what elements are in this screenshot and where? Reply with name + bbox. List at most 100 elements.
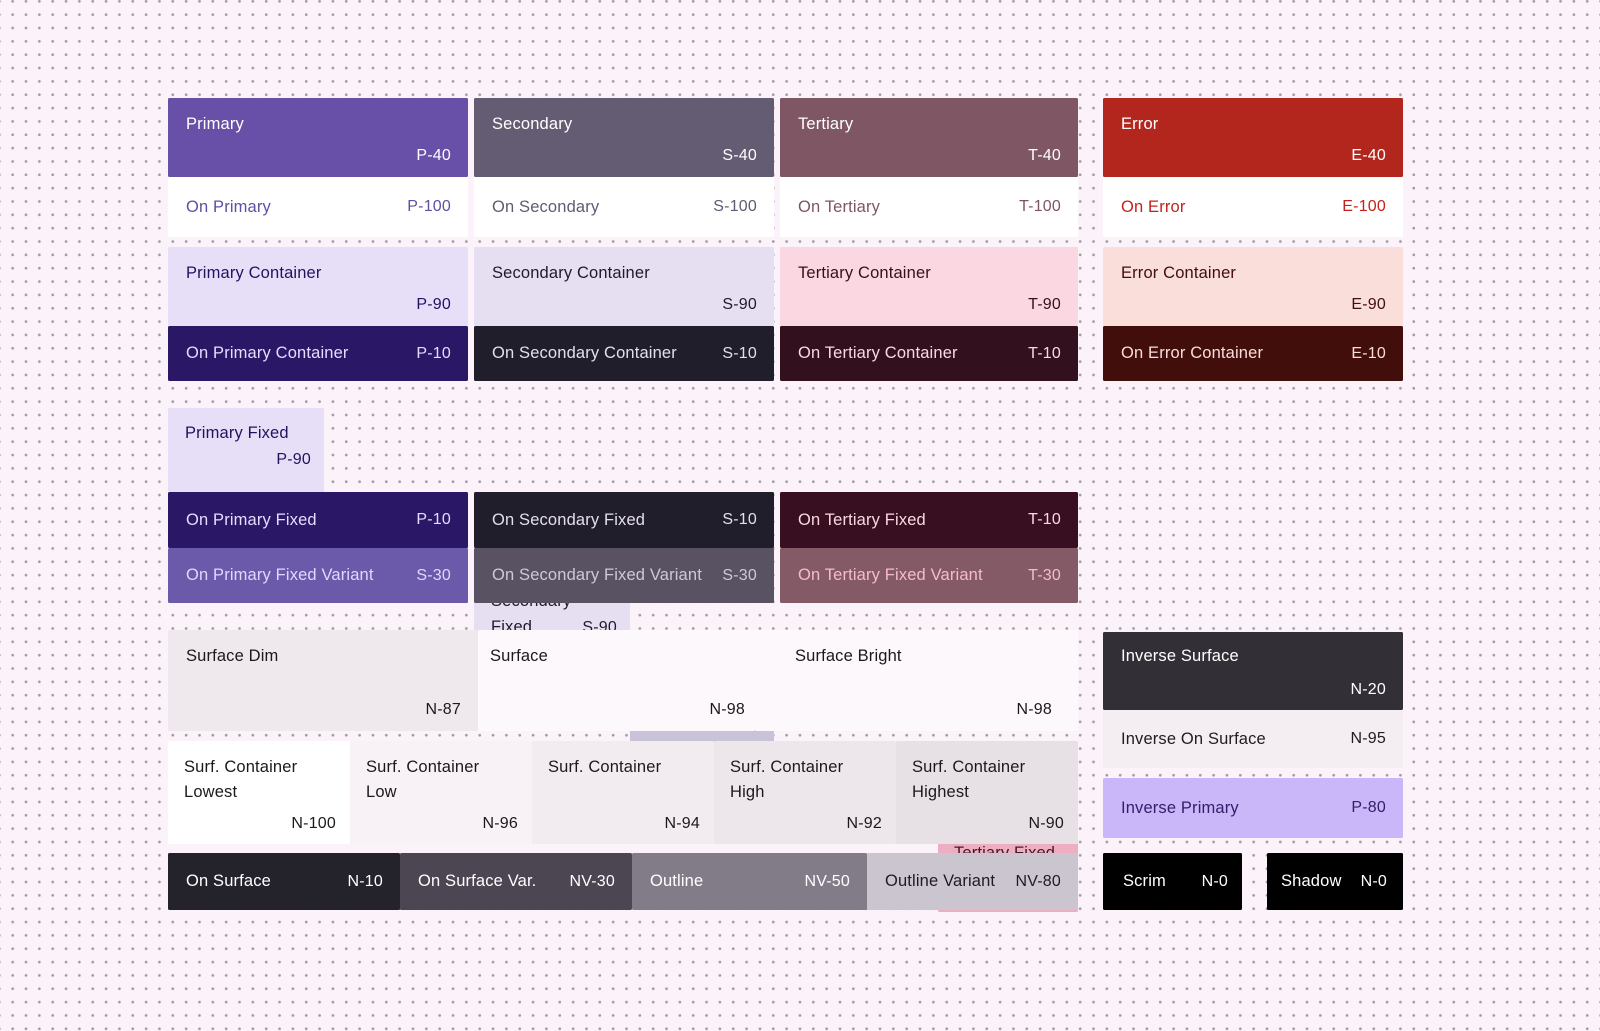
swatch-on-error: On Error E-100 (1103, 177, 1403, 237)
swatch-value: E-90 (1351, 296, 1386, 313)
swatch-surface-container-highest: Surf. Container Highest N-90 (896, 741, 1078, 844)
swatch-value: P-10 (416, 511, 451, 528)
swatch-label: On Error (1121, 197, 1186, 216)
swatch-label: Outline Variant (885, 872, 996, 891)
swatch-label: Primary Fixed (185, 424, 289, 442)
swatch-value: N-94 (664, 815, 700, 832)
swatch-tertiary-container: Tertiary Container T-90 (780, 247, 1078, 326)
swatch-surface-container-low: Surf. Container Low N-96 (350, 741, 532, 844)
swatch-primary-container: Primary Container P-90 (168, 247, 468, 326)
swatch-label: Surface Bright (795, 647, 902, 665)
swatch-value: P-40 (416, 147, 451, 164)
swatch-on-error-container: On Error Container E-10 (1103, 326, 1403, 381)
swatch-value: N-10 (347, 872, 383, 890)
swatch-on-secondary: On Secondary S-100 (474, 177, 774, 237)
swatch-on-surface: On Surface N-10 (168, 853, 400, 910)
swatch-value: E-100 (1342, 198, 1386, 215)
swatch-on-secondary-fixed: On Secondary Fixed S-10 (474, 492, 774, 548)
swatch-value: P-80 (1351, 799, 1386, 816)
swatch-label: Error Container (1121, 264, 1237, 282)
swatch-label: Secondary (492, 115, 573, 133)
swatch-label: On Secondary Fixed (492, 510, 646, 529)
swatch-label: On Tertiary Fixed (798, 510, 926, 529)
swatch-label: On Error Container (1121, 344, 1264, 363)
swatch-label: Surf. Container Highest (912, 758, 1026, 801)
swatch-value: S-100 (713, 198, 757, 215)
swatch-label: Shadow (1281, 872, 1342, 891)
swatch-on-tertiary-container: On Tertiary Container T-10 (780, 326, 1078, 381)
swatch-value: N-0 (1201, 872, 1228, 890)
color-scheme-board: Primary P-40 On Primary P-100 Primary Co… (0, 0, 1600, 912)
swatch-label: Surf. Container Low (366, 758, 480, 801)
swatch-outline-variant: Outline Variant NV-80 (867, 853, 1078, 910)
swatch-on-primary: On Primary P-100 (168, 177, 468, 237)
swatch-on-primary-fixed-variant: On Primary Fixed Variant S-30 (168, 548, 468, 603)
swatch-label: Tertiary (798, 115, 854, 133)
swatch-on-primary-container: On Primary Container P-10 (168, 326, 468, 381)
swatch-surface-container-high: Surf. Container High N-92 (714, 741, 896, 844)
swatch-label: On Tertiary Container (798, 344, 958, 363)
swatch-label: On Tertiary Fixed Variant (798, 566, 983, 585)
swatch-label: Tertiary Container (798, 264, 931, 282)
swatch-label: Inverse Surface (1121, 647, 1239, 665)
swatch-label: On Primary Fixed Variant (186, 566, 374, 585)
swatch-label: Primary (186, 115, 244, 133)
swatch-label: Error (1121, 115, 1159, 133)
swatch-label: Primary Container (186, 264, 322, 282)
swatch-surface-dim: Surface Dim N-87 (168, 630, 478, 731)
swatch-value: S-10 (722, 344, 757, 362)
swatch-label: Surf. Container (548, 758, 662, 776)
swatch-outline: Outline NV-50 (632, 853, 867, 910)
swatch-value: S-30 (722, 566, 757, 584)
swatch-label: On Secondary Fixed Variant (492, 566, 702, 585)
swatch-value: E-40 (1351, 147, 1386, 164)
swatch-inverse-primary: Inverse Primary P-80 (1103, 778, 1403, 838)
swatch-label: Inverse On Surface (1121, 729, 1266, 748)
swatch-value: N-20 (1350, 681, 1386, 698)
swatch-label: Inverse Primary (1121, 798, 1239, 817)
swatch-on-primary-fixed: On Primary Fixed P-10 (168, 492, 468, 548)
swatch-value: N-100 (291, 815, 336, 832)
swatch-label: On Surface (186, 872, 271, 891)
swatch-value: T-40 (1028, 147, 1061, 164)
swatch-value: S-40 (722, 147, 757, 164)
swatch-label: Surf. Container Lowest (184, 758, 298, 801)
swatch-label: Surf. Container High (730, 758, 844, 801)
swatch-label: On Primary Container (186, 344, 349, 363)
swatch-shadow: Shadow N-0 (1267, 853, 1403, 910)
swatch-surface-container: Surf. Container N-94 (532, 741, 714, 844)
swatch-value: N-87 (425, 701, 461, 718)
swatch-inverse-on-surface: Inverse On Surface N-95 (1103, 710, 1403, 768)
swatch-value: N-96 (482, 815, 518, 832)
swatch-secondary-container: Secondary Container S-90 (474, 247, 774, 326)
swatch-on-surface-variant: On Surface Var. NV-30 (400, 853, 632, 910)
swatch-label: On Surface Var. (418, 872, 537, 891)
swatch-value: T-10 (1028, 344, 1061, 362)
swatch-value: NV-30 (569, 872, 615, 890)
swatch-surface: Surface N-98 (478, 630, 755, 731)
swatch-surface-container-lowest: Surf. Container Lowest N-100 (168, 741, 350, 844)
swatch-surface-bright: Surface Bright N-98 (755, 630, 1078, 731)
swatch-error: Error E-40 (1103, 98, 1403, 177)
swatch-label: On Secondary Container (492, 344, 677, 363)
swatch-label: Scrim (1123, 872, 1166, 891)
swatch-value: N-0 (1360, 872, 1387, 890)
swatch-value: T-10 (1028, 511, 1061, 528)
swatch-label: On Secondary (492, 197, 600, 216)
swatch-label: On Primary (186, 197, 271, 216)
swatch-value: S-10 (722, 511, 757, 528)
swatch-scrim: Scrim N-0 (1103, 853, 1242, 910)
swatch-on-tertiary: On Tertiary T-100 (780, 177, 1078, 237)
swatch-label: Surface (490, 647, 548, 665)
swatch-tertiary: Tertiary T-40 (780, 98, 1078, 177)
swatch-value: N-98 (709, 701, 745, 718)
swatch-value: P-90 (416, 296, 451, 313)
swatch-value: S-90 (722, 296, 757, 313)
swatch-value: E-10 (1351, 344, 1386, 362)
swatch-value: NV-80 (1015, 872, 1061, 890)
swatch-primary-fixed: Primary Fixed P-90 (168, 408, 324, 492)
swatch-label: On Primary Fixed (186, 510, 317, 529)
swatch-label: Outline (650, 872, 704, 891)
swatch-value: P-100 (407, 198, 451, 215)
swatch-on-tertiary-fixed: On Tertiary Fixed T-10 (780, 492, 1078, 548)
